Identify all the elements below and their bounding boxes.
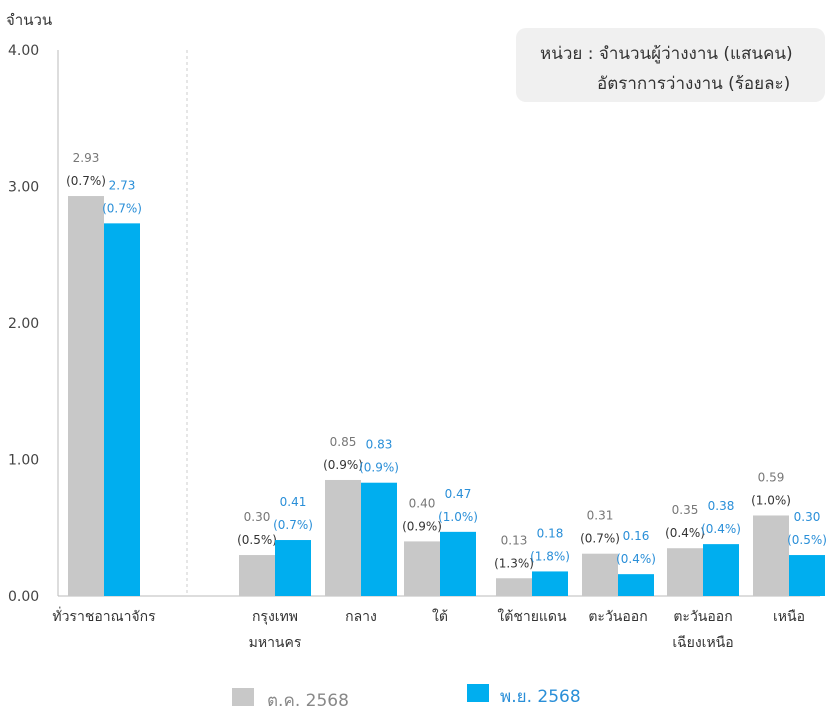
unit-note-box [516, 28, 825, 102]
value-label: 0.30 [794, 510, 821, 524]
value-label: 0.35 [672, 503, 699, 517]
y-tick-label: 0.00 [8, 589, 39, 605]
legend-label-nov-2568: พ.ย. 2568 [500, 687, 581, 707]
y-axis-title: จำนวน [6, 11, 53, 29]
unit-note-line-2: อัตราการว่างงาน (ร้อยละ) [597, 74, 791, 94]
value-label: 0.83 [366, 438, 393, 452]
legend-swatch-oct-2568 [232, 688, 254, 706]
category-label: มหานคร [249, 635, 302, 651]
rate-label: (0.4%) [701, 522, 741, 536]
y-tick-label: 2.00 [8, 316, 39, 332]
bar-nov-7 [789, 555, 825, 596]
y-tick-label: 4.00 [8, 43, 39, 59]
legend-label-oct-2568: ต.ค. 2568 [267, 691, 349, 711]
category-label: ใต้ [432, 608, 448, 625]
value-label: 0.13 [501, 533, 528, 547]
bar-oct-2 [325, 479, 361, 596]
category-label: ทั่วราชอาณาจักร [52, 607, 156, 625]
value-label: 0.59 [758, 470, 785, 484]
rate-label: (0.7%) [102, 201, 142, 215]
bar-oct-3 [404, 541, 440, 596]
bar-nov-5 [618, 574, 654, 596]
bar-nov-0 [104, 223, 140, 597]
bar-nov-4 [532, 571, 568, 596]
category-label: กลาง [345, 609, 377, 625]
category-label: ตะวันออก [588, 609, 647, 625]
rate-label: (0.7%) [66, 174, 106, 188]
category-label: เฉียงเหนือ [672, 635, 733, 651]
value-label: 0.40 [409, 496, 436, 510]
bar-oct-4 [496, 578, 532, 596]
unit-note-line-1: หน่วย : จำนวนผู้ว่างงาน (แสนคน) [540, 44, 793, 64]
bar-nov-3 [440, 531, 476, 596]
value-label: 0.18 [537, 526, 564, 540]
value-label: 0.41 [280, 495, 307, 509]
rate-label: (0.5%) [787, 533, 827, 547]
rate-label: (0.9%) [359, 461, 399, 475]
value-label: 0.47 [445, 487, 472, 501]
category-label: ใต้ชายแดน [497, 608, 567, 625]
value-label: 0.85 [330, 435, 357, 449]
bar-oct-1 [239, 555, 275, 596]
rate-label: (0.9%) [323, 458, 363, 472]
category-label: ตะวันออก [673, 609, 732, 625]
bar-oct-0 [68, 196, 104, 596]
y-tick-label: 1.00 [8, 453, 39, 469]
rate-label: (0.9%) [402, 519, 442, 533]
rate-label: (1.3%) [494, 556, 534, 570]
value-label: 0.30 [244, 510, 271, 524]
legend-swatch-nov-2568 [467, 684, 489, 702]
rate-label: (0.4%) [665, 526, 705, 540]
bar-oct-5 [582, 553, 618, 596]
rate-label: (0.5%) [237, 533, 277, 547]
bar-oct-7 [753, 515, 789, 596]
rate-label: (1.0%) [438, 510, 478, 524]
value-label: 2.73 [109, 178, 136, 192]
bar-nov-6 [703, 544, 739, 596]
category-label: เหนือ [773, 609, 805, 625]
value-label: 0.31 [587, 509, 614, 523]
value-label: 0.38 [708, 499, 735, 513]
category-label: กรุงเทพ [252, 609, 298, 625]
rate-label: (0.7%) [273, 518, 313, 532]
rate-label: (1.8%) [530, 549, 570, 563]
value-label: 0.16 [623, 529, 650, 543]
bar-nov-2 [361, 482, 397, 596]
value-label: 2.93 [73, 151, 100, 165]
rate-label: (0.4%) [616, 552, 656, 566]
rate-label: (1.0%) [751, 493, 791, 507]
rate-label: (0.7%) [580, 532, 620, 546]
bar-nov-1 [275, 540, 311, 596]
y-tick-label: 3.00 [8, 180, 39, 196]
bar-oct-6 [667, 548, 703, 596]
